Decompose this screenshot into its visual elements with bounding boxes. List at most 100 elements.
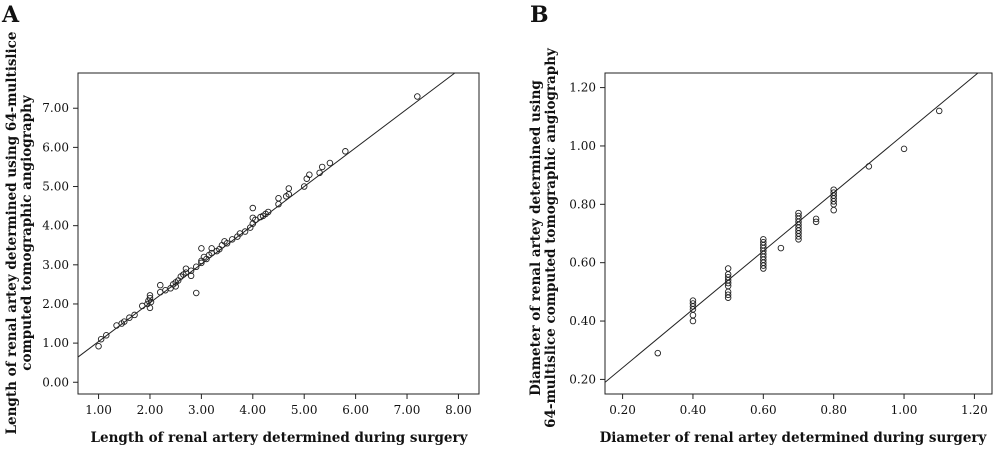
panel-a-x-tick-label: 3.00 [188,403,215,417]
panel-a-y-tick-label: 7.00 [42,101,69,115]
panel-a-data-point [146,292,154,299]
panel-a-points [95,93,421,350]
panel-b-data-point [795,212,802,220]
panel-a-y-tick-label: 2.00 [42,297,69,311]
panel-b-data-point [760,236,767,243]
panel-a-plot-frame [77,72,480,395]
panel-a-y-tick-label: 3.00 [42,258,69,272]
panel-a-y-tick-label: 4.00 [42,219,69,233]
panel-a-data-point [172,283,179,290]
panel-b-y-ticks: 0.20 0.40 0.60 0.80 1.00 1.20 [569,81,605,386]
panel-b-data-point [830,206,837,214]
panel-b-x-tick-label: 0.40 [680,403,707,417]
panel-b-data-point [760,239,767,246]
panel-a-fit-line-group [77,72,456,358]
panel-a-data-point [228,236,236,243]
panel-a-data-point [103,332,110,339]
panel-a-x-tick-label: 2.00 [137,403,164,417]
panel-b-data-point [689,317,697,325]
panel-a-y-ticks: 0.00 1.00 2.00 3.00 4.00 5.00 6.00 7.00 [42,101,78,389]
panel-a-y-tick-label: 5.00 [42,180,69,194]
panel-b-data-point [812,215,820,223]
panel-a-y-axis-label-line-1: Length of renal artey determined using 6… [4,32,20,435]
panel-a-data-point [157,281,164,289]
panel-a-data-point [306,171,313,179]
panel-b-data-point [689,311,697,319]
panel-a-x-axis-label: Length of renal artery determined during… [91,430,469,446]
panel-a-x-tick-label: 7.00 [394,403,421,417]
panel-b-y-axis-label-line-1: Diameter of renal artey determined using [528,80,544,396]
panel-a-data-point [414,93,421,100]
panel-b-data-point [724,291,732,299]
panel-b-data-point [935,107,943,115]
panel-a-letter: A [1,2,20,28]
panel-a-data-point [147,298,155,306]
panel-a-y-tick-label: 0.00 [42,375,69,389]
panel-a-x-tick-label: 5.00 [291,403,318,417]
panel-b-data-point [900,145,908,153]
panel-a-data-point [252,216,259,224]
panel-a-data-point [249,204,257,212]
panel-b-x-tick-label: 1.20 [961,403,988,417]
panel-a-x-tick-label: 6.00 [342,403,369,417]
panel-b-data-point [830,189,837,196]
panel-a-data-point [316,169,323,177]
panel-a-data-point [95,342,102,350]
panel-b-data-point [689,297,697,304]
panel-b-x-tick-label: 0.60 [750,403,777,417]
panel-a-data-point [326,159,334,167]
panel-a-y-tick-label: 6.00 [42,140,69,154]
panel-b-y-tick-label: 0.20 [569,372,596,386]
panel-a-y-axis-label: Length of renal artey determined using 6… [4,32,35,435]
panel-b-y-tick-label: 0.80 [569,197,596,211]
panel-a-fit-line [77,72,456,358]
panel-b-y-tick-label: 1.20 [569,81,596,95]
panel-a-x-tick-label: 1.00 [85,403,112,417]
panel-b-data-point [724,274,732,281]
panel-b-data-point [724,265,732,272]
panel-a-data-point [121,318,128,325]
panel-b-data-point [830,186,837,193]
panel-a-data-point [318,163,326,171]
panel-b-data-point [795,209,802,217]
panel-b-letter: B [530,2,549,28]
panel-a-data-point [131,311,138,319]
panel-a-data-point [187,267,195,274]
panel-b-plot-frame [604,72,993,395]
panel-a: A 1.00 2.00 3.00 4.00 5.00 6.00 7.00 8.00 0.00 1… [1,2,480,446]
panel-b-data-point [865,163,873,170]
panel-b-x-ticks: 0.20 0.40 0.60 0.80 1.00 1.20 [609,394,988,417]
panel-b-y-tick-label: 0.60 [569,256,596,270]
panel-a-data-point [275,195,282,202]
panel-a-data-point [285,185,293,192]
panel-a-data-point [192,263,200,271]
panel-a-data-point [192,289,200,297]
panel-b-data-point [689,300,697,307]
panel-a-y-axis-label-line-2: computed tomographic angiography [19,94,35,371]
panel-a-data-point [342,148,349,155]
panel-a-data-point [126,314,133,321]
panel-a-data-point [198,259,205,267]
panel-a-data-point [241,228,249,235]
panel-a-data-point [208,245,215,252]
panel-b-x-axis-label: Diameter of renal artey determined durin… [600,430,988,446]
panel-b-y-tick-label: 0.40 [569,314,596,328]
panel-b: B 0.20 0.40 0.60 0.80 1.00 1.20 0.200.400.600… [528,2,993,446]
panel-b-x-tick-label: 0.80 [820,403,847,417]
panel-a-y-tick-label: 1.00 [42,336,69,350]
panel-a-data-point [223,240,231,247]
panel-b-fit-line [604,72,979,383]
panel-b-x-tick-label: 1.00 [891,403,918,417]
panel-b-fit-line-group [604,72,979,383]
panel-a-x-tick-label: 4.00 [239,403,266,417]
panel-a-data-point [146,294,154,302]
panel-b-points [654,107,943,357]
panel-a-x-ticks: 1.00 2.00 3.00 4.00 5.00 6.00 7.00 8.00 [85,394,472,417]
panel-a-data-point [264,208,272,216]
panel-b-data-point [777,244,785,252]
panel-b-x-tick-label: 0.20 [609,403,636,417]
panel-b-y-axis-label-line-2: 64-multislice computed tomographic angio… [543,47,559,428]
panel-a-data-point [300,183,308,190]
panel-b-data-point [654,349,662,357]
